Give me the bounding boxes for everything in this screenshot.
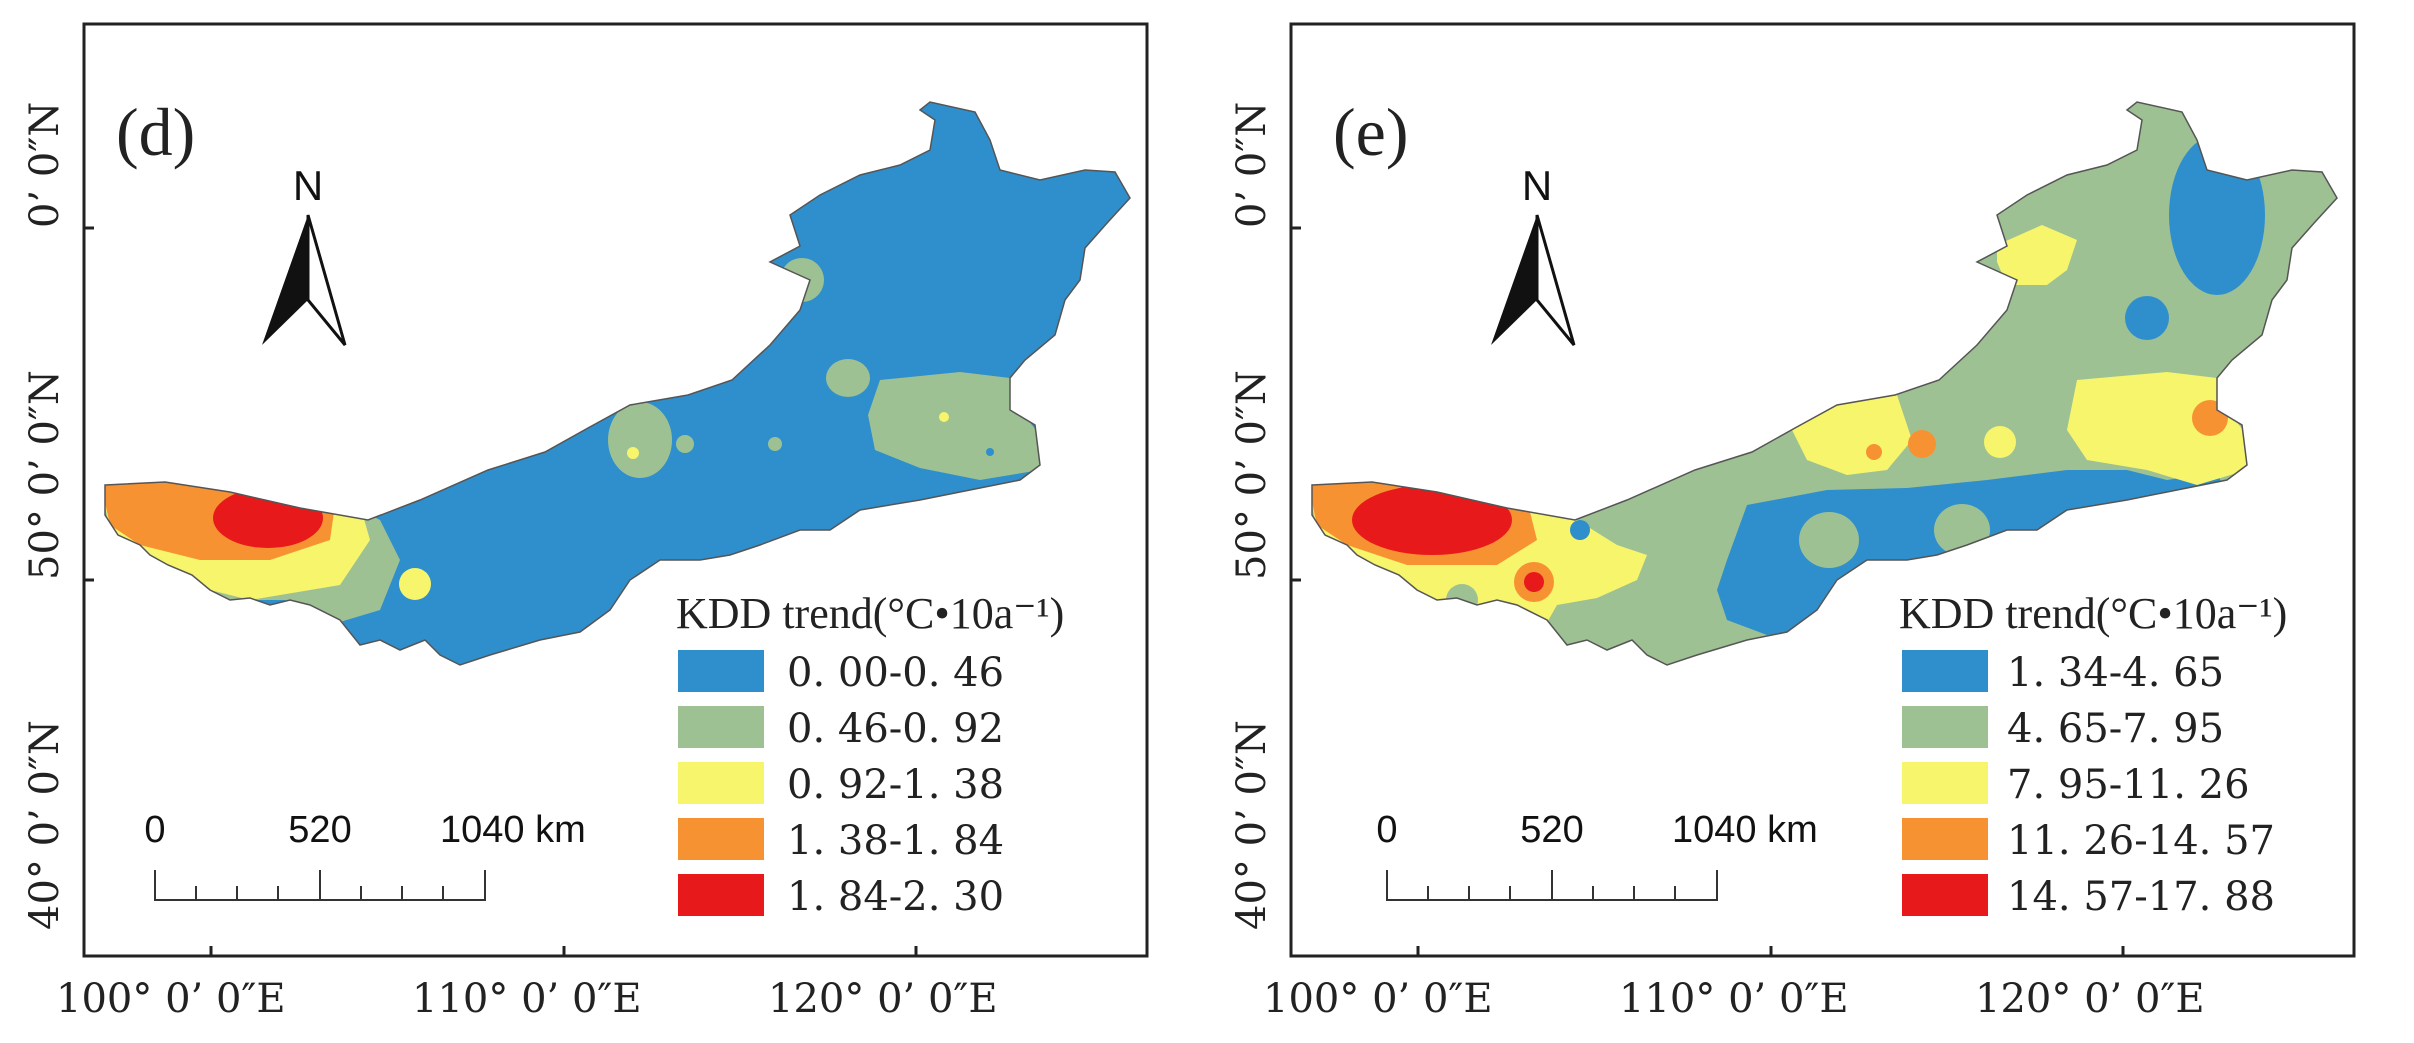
legend-swatch-4 [678, 874, 764, 916]
legend-label-2: 0. 92-1. 38 [787, 762, 1004, 808]
lon-label-120: 120° 0’ 0″E [768, 976, 998, 1022]
map-figure-d: (d) N 0’ 0″N 50° 0’ 0″N 40° 0’ 0″N 100° … [0, 0, 1207, 1043]
scale-mid: 520 [288, 809, 351, 851]
lon-label-110: 110° 0’ 0″E [1619, 976, 1849, 1022]
scale-zero: 0 [144, 809, 165, 851]
lat-label-50: 50° 0’ 0″N [1229, 370, 1275, 580]
scale-end: 1040 km [1672, 809, 1818, 851]
legend-label-1: 0. 46-0. 92 [787, 706, 1004, 752]
legend-swatch-0 [1902, 650, 1988, 692]
scale-bar: 0 520 1040 km [1376, 809, 1817, 900]
lon-label-110: 110° 0’ 0″E [412, 976, 642, 1022]
class-area-0-dot-east [2159, 481, 2191, 509]
class-area-0-dot-east [986, 448, 994, 456]
lon-label-100: 100° 0’ 0″E [56, 976, 286, 1022]
lat-label-top: 0’ 0″N [22, 102, 68, 228]
latitude-labels: 0’ 0″N 50° 0’ 0″N 40° 0’ 0″N [1229, 102, 1275, 930]
legend-label-0: 1. 34-4. 65 [2007, 650, 2224, 696]
class-area-1-dot-c [826, 359, 870, 397]
panel-label: (d) [116, 94, 195, 170]
legend-label-1: 4. 65-7. 95 [2007, 706, 2224, 752]
class-area-4-west [1352, 485, 1512, 555]
map-figure-e: (e) N 0’ 0″N 50° 0’ 0″N 40° 0’ 0″N 100° … [1207, 0, 2414, 1043]
north-arrow-right-icon [308, 215, 345, 345]
map-panel-d: (d) N 0’ 0″N 50° 0’ 0″N 40° 0’ 0″N 100° … [0, 0, 1207, 1043]
class-area-4-spot [1524, 572, 1544, 592]
class-area-1-patch-b [1799, 512, 1859, 568]
legend-label-2: 7. 95-11. 26 [2007, 762, 2250, 808]
legend-label-3: 1. 38-1. 84 [787, 818, 1004, 864]
legend-label-4: 14. 57-17. 88 [2007, 874, 2275, 920]
north-label: N [1522, 162, 1552, 209]
class-area-3-dot-b [2192, 400, 2228, 436]
north-arrow-right-icon [1537, 215, 1574, 345]
scale-mid: 520 [1520, 809, 1583, 851]
class-area-0-spot-a [2125, 296, 2169, 340]
lon-label-100: 100° 0’ 0″E [1263, 976, 1493, 1022]
lat-label-50: 50° 0’ 0″N [22, 370, 68, 580]
panel-label: (e) [1333, 94, 1408, 170]
class-area-3-dot-a [1908, 430, 1936, 458]
north-arrow-left-icon [262, 215, 308, 345]
map-panel-e: (e) N 0’ 0″N 50° 0’ 0″N 40° 0’ 0″N 100° … [1207, 0, 2414, 1043]
legend-label-0: 0. 00-0. 46 [787, 650, 1004, 696]
class-area-0-patch [422, 507, 474, 547]
legend-label-4: 1. 84-2. 30 [787, 874, 1004, 920]
legend-title: KDD trend(°C•10a⁻¹) [676, 589, 1064, 638]
class-area-1-dot-a [676, 435, 694, 453]
legend-swatch-4 [1902, 874, 1988, 916]
legend-swatch-0 [678, 650, 764, 692]
class-area-1-mid [608, 402, 672, 478]
legend-swatch-2 [678, 762, 764, 804]
lon-label-120: 120° 0’ 0″E [1975, 976, 2205, 1022]
class-area-1-patch [1934, 504, 1990, 556]
class-area-0-dot [1570, 520, 1590, 540]
legend: KDD trend(°C•10a⁻¹) 0. 00-0. 46 0. 46-0.… [676, 589, 1064, 920]
class-area-4-west [213, 488, 323, 548]
legend-swatch-2 [1902, 762, 1988, 804]
legend-title: KDD trend(°C•10a⁻¹) [1899, 589, 2287, 638]
north-label: N [293, 162, 323, 209]
scale-bar: 0 520 1040 km [144, 809, 585, 900]
class-area-1-dot-d [780, 258, 824, 302]
longitude-labels: 100° 0’ 0″E 110° 0’ 0″E 120° 0’ 0″E [1263, 976, 2205, 1022]
longitude-labels: 100° 0’ 0″E 110° 0’ 0″E 120° 0’ 0″E [56, 976, 998, 1022]
scale-zero: 0 [1376, 809, 1397, 851]
class-area-2-spot [399, 568, 431, 600]
lat-label-top: 0’ 0″N [1229, 102, 1275, 228]
class-area-1-dot [1690, 547, 1704, 561]
latitude-labels: 0’ 0″N 50° 0’ 0″N 40° 0’ 0″N [22, 102, 68, 930]
class-area-0-spot [389, 604, 421, 652]
legend: KDD trend(°C•10a⁻¹) 1. 34-4. 65 4. 65-7.… [1899, 589, 2287, 920]
legend-label-3: 11. 26-14. 57 [2007, 818, 2275, 864]
class-area-2-dot-east [939, 412, 949, 422]
legend-swatch-3 [678, 818, 764, 860]
north-arrow-left-icon [1491, 215, 1537, 345]
class-area-0-north [2169, 135, 2265, 295]
legend-swatch-1 [678, 706, 764, 748]
class-area-2-dot [1984, 426, 2016, 458]
north-arrow: N [1491, 162, 1574, 345]
legend-swatch-3 [1902, 818, 1988, 860]
lat-label-40: 40° 0’ 0″N [1229, 720, 1275, 930]
class-area-1-dot-b [768, 437, 782, 451]
legend-swatch-1 [1902, 706, 1988, 748]
class-area-2-dot [627, 447, 639, 459]
north-arrow: N [262, 162, 345, 345]
scale-end: 1040 km [440, 809, 586, 851]
lat-label-40: 40° 0’ 0″N [22, 720, 68, 930]
class-area-3-dot-c [1866, 444, 1882, 460]
